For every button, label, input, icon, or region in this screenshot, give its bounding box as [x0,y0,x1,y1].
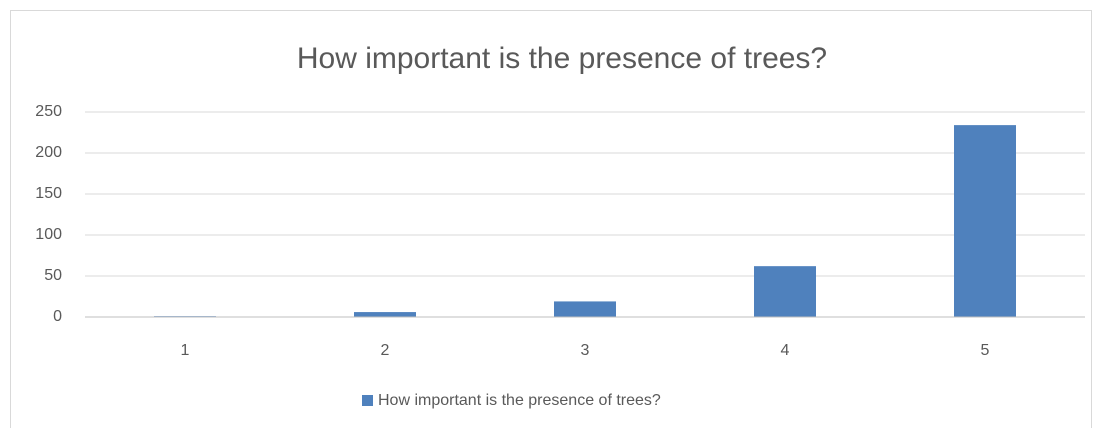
x-tick-label: 3 [581,342,590,359]
x-tick-label: 2 [381,342,390,359]
x-tick-label: 1 [181,342,190,359]
y-tick-label: 150 [35,185,62,202]
bar [954,125,1016,318]
y-tick-label: 250 [35,103,62,120]
y-tick-label: 200 [35,144,62,161]
bar [354,312,416,317]
chart-title: How important is the presence of trees? [297,42,827,75]
y-tick-label: 50 [44,267,62,284]
legend-swatch [362,395,373,406]
x-tick-label: 4 [781,342,790,359]
x-tick-label: 5 [981,342,990,359]
y-tick-label: 100 [35,226,62,243]
legend-label: How important is the presence of trees? [378,392,661,409]
bar [554,301,616,317]
y-tick-label: 0 [53,308,62,325]
chart-border [10,10,1092,428]
bar [754,266,816,317]
